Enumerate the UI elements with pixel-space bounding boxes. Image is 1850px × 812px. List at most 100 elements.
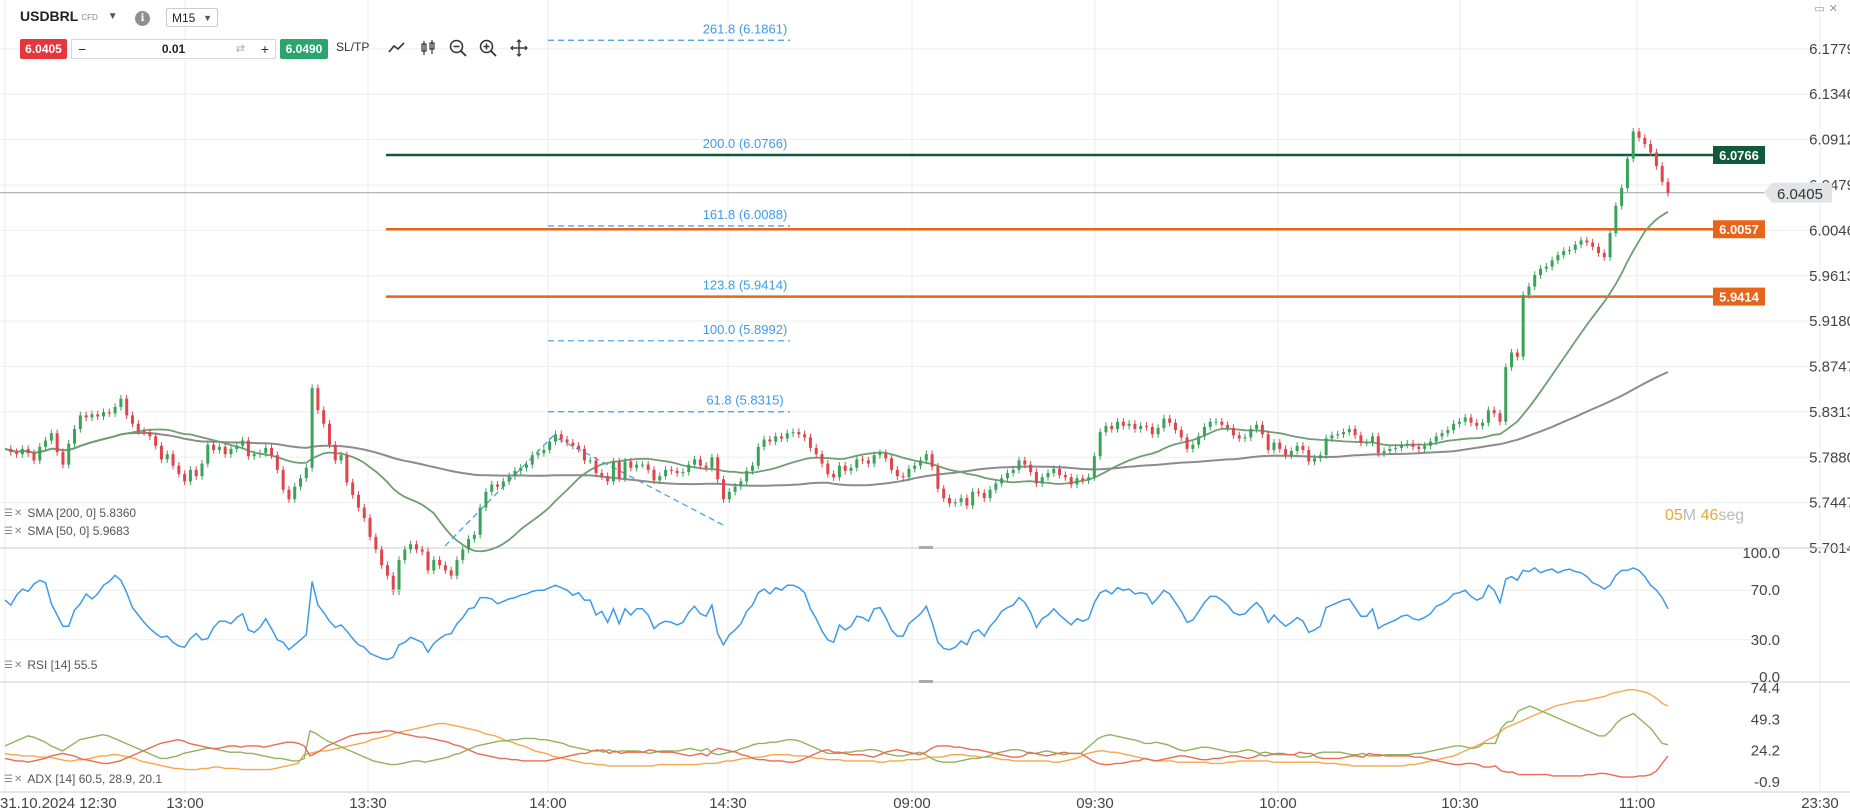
sma50-legend[interactable]: ☰✕ SMA [50, 0] 5.9683 bbox=[4, 524, 129, 538]
candle-body bbox=[368, 518, 372, 537]
info-icon[interactable]: i bbox=[135, 11, 150, 26]
swap-icon[interactable]: ⇄ bbox=[235, 43, 245, 55]
settings-icon[interactable]: ☰✕ bbox=[4, 525, 24, 537]
candle-body bbox=[1034, 471, 1038, 484]
candle-body bbox=[1168, 418, 1172, 423]
candle-body bbox=[669, 469, 673, 471]
settings-icon[interactable]: ☰✕ bbox=[4, 773, 24, 785]
candle-body bbox=[762, 439, 766, 447]
x-tick-label: 11:00 bbox=[1619, 795, 1655, 812]
sl-tp-button[interactable]: SL/TP bbox=[336, 40, 370, 54]
plus-di-line bbox=[4, 705, 1669, 766]
candle-body bbox=[165, 454, 169, 460]
candle-body bbox=[472, 534, 476, 539]
candle-body bbox=[843, 465, 847, 471]
quantity-value[interactable]: 0.01 bbox=[161, 42, 186, 56]
candle-body bbox=[1069, 477, 1073, 485]
candle-body bbox=[1631, 131, 1635, 159]
candle-body bbox=[1173, 422, 1177, 431]
candle-body bbox=[791, 432, 795, 434]
candle-body bbox=[785, 433, 789, 439]
candle-body bbox=[1087, 477, 1091, 481]
candle-body bbox=[327, 423, 331, 445]
candle-body bbox=[820, 454, 824, 464]
candle-body bbox=[478, 507, 482, 535]
adx-legend[interactable]: ☰✕ ADX [14] 60.5, 28.9, 20.1 bbox=[4, 772, 162, 786]
candle-body bbox=[1260, 424, 1264, 435]
candle-body bbox=[1040, 477, 1044, 484]
y-tick-label: 6.0046 bbox=[1809, 222, 1850, 239]
candle-body bbox=[1515, 352, 1519, 357]
candle-body bbox=[1162, 418, 1166, 428]
candle-body bbox=[1150, 426, 1154, 435]
y-tick-label: 5.8747 bbox=[1809, 358, 1850, 375]
sell-button[interactable]: 6.0405 bbox=[20, 39, 67, 59]
candle-body bbox=[9, 448, 13, 453]
candle-body bbox=[577, 445, 581, 449]
rsi-tick-label: 0.0 bbox=[1759, 669, 1780, 686]
candle-body bbox=[1133, 423, 1137, 430]
candle-body bbox=[1330, 435, 1334, 439]
settings-icon[interactable]: ☰✕ bbox=[4, 507, 24, 519]
candle-body bbox=[1098, 432, 1102, 457]
candle-body bbox=[872, 455, 876, 464]
candle-body bbox=[438, 559, 442, 566]
candle-body bbox=[1266, 434, 1270, 450]
minus-icon[interactable]: − bbox=[78, 41, 87, 57]
candle-body bbox=[1394, 447, 1398, 449]
zoom-out-icon[interactable] bbox=[448, 38, 468, 58]
candlestick-icon[interactable] bbox=[418, 38, 438, 58]
candle-body bbox=[947, 498, 951, 504]
candle-body bbox=[1556, 255, 1560, 261]
symbol-type: CFD bbox=[81, 13, 98, 22]
candle-body bbox=[606, 476, 610, 482]
current-price-tag-text: 6.0405 bbox=[1777, 186, 1823, 203]
y-tick-label: 5.9180 bbox=[1809, 313, 1850, 330]
candle-body bbox=[519, 467, 523, 471]
candle-body bbox=[130, 415, 134, 424]
candle-body bbox=[333, 444, 337, 461]
symbol-selector[interactable]: USDBRL CFD ▼ bbox=[20, 8, 118, 24]
candle-body bbox=[693, 459, 697, 465]
candle-body bbox=[652, 469, 656, 481]
pane-resize-handle bbox=[919, 680, 933, 683]
candle-body bbox=[1370, 436, 1374, 443]
candle-body bbox=[594, 460, 598, 473]
candle-body bbox=[44, 440, 48, 447]
plus-icon[interactable]: + bbox=[260, 41, 269, 57]
x-tick-label: 14:30 bbox=[709, 795, 747, 812]
line-style-icon[interactable] bbox=[387, 38, 407, 58]
candle-body bbox=[159, 445, 163, 460]
candle-body bbox=[1423, 445, 1427, 449]
x-tick-label: 10:30 bbox=[1441, 795, 1479, 812]
candle-body bbox=[1185, 437, 1189, 449]
timeframe-select[interactable]: M15 ▼ bbox=[166, 8, 218, 27]
fibonacci-level-label: 61.8 (5.8315) bbox=[706, 393, 783, 408]
zoom-in-icon[interactable] bbox=[478, 38, 498, 58]
y-tick-label: 5.7447 bbox=[1809, 495, 1850, 512]
adx-label: ADX [14] 60.5, 28.9, 20.1 bbox=[27, 772, 163, 786]
candle-body bbox=[351, 482, 355, 495]
crosshair-icon[interactable] bbox=[509, 38, 529, 58]
candle-body bbox=[397, 559, 401, 592]
rsi-legend[interactable]: ☰✕ RSI [14] 55.5 bbox=[4, 658, 97, 672]
candle-body bbox=[119, 398, 123, 408]
candle-body bbox=[1272, 442, 1276, 450]
sma200-legend[interactable]: ☰✕ SMA [200, 0] 5.8360 bbox=[4, 506, 136, 520]
candle-body bbox=[1504, 367, 1508, 422]
buy-button[interactable]: 6.0490 bbox=[280, 39, 328, 59]
candle-body bbox=[1591, 242, 1595, 247]
candle-body bbox=[513, 470, 517, 477]
candle-body bbox=[501, 481, 505, 487]
window-controls[interactable]: ▭✕ bbox=[1814, 3, 1842, 15]
candle-body bbox=[345, 455, 349, 483]
chevron-down-icon[interactable]: ▼ bbox=[107, 10, 118, 22]
candle-body bbox=[878, 453, 882, 456]
candle-body bbox=[78, 415, 82, 430]
candle-body bbox=[704, 465, 708, 468]
candle-body bbox=[275, 455, 279, 470]
quantity-stepper[interactable]: − 0.01 ⇄ + bbox=[71, 39, 276, 59]
settings-icon[interactable]: ☰✕ bbox=[4, 659, 24, 671]
candle-body bbox=[1295, 445, 1299, 452]
